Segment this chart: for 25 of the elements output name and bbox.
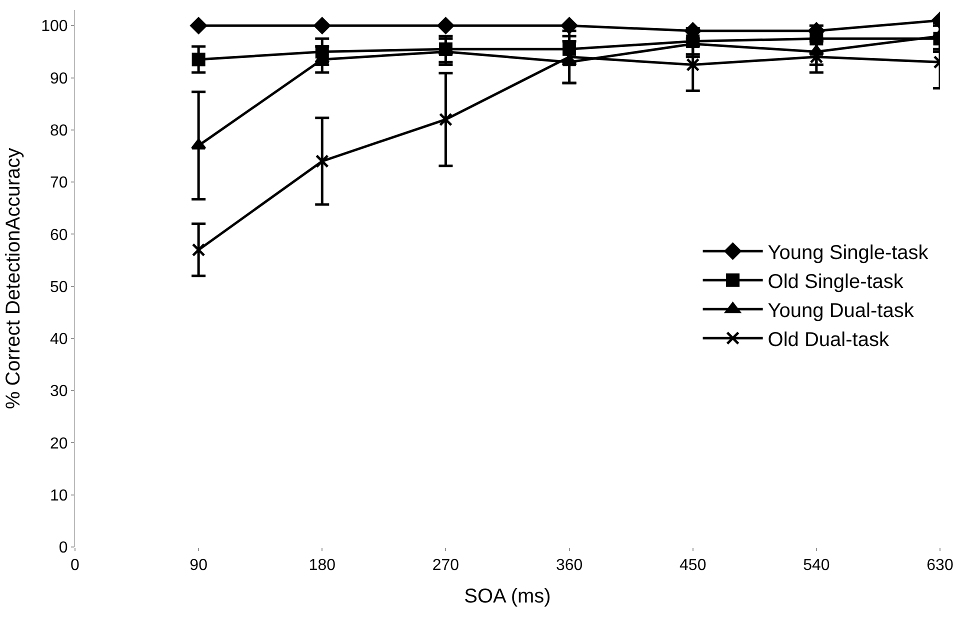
x-tick-label: 630 <box>926 557 954 574</box>
x-tick-label: 360 <box>556 557 583 574</box>
y-tick-label: 60 <box>50 226 68 244</box>
y-tick-label: 10 <box>50 487 68 504</box>
x-tick-label: 540 <box>803 557 830 574</box>
x-tick-label: 270 <box>432 557 460 574</box>
y-axis-title: % Correct DetectionAccuracy <box>2 148 25 410</box>
y-tick-label: 30 <box>50 383 68 400</box>
y-tick-label: 0 <box>58 540 68 557</box>
legend-label: Young Dual-task <box>768 300 915 322</box>
x-tick-label: 450 <box>680 557 706 574</box>
y-tick-label: 70 <box>50 174 68 192</box>
x-axis-title: SOA (ms) <box>464 586 551 608</box>
y-tick-label: 80 <box>50 122 68 140</box>
x-tick-label: 0 <box>70 557 80 574</box>
y-tick-label: 20 <box>50 435 68 452</box>
legend-label: Old Single-task <box>768 270 904 293</box>
x-tick-label: 90 <box>190 557 208 574</box>
legend-label: Young Single-task <box>768 242 930 264</box>
y-tick-label: 100 <box>41 18 68 36</box>
y-tick-label: 50 <box>50 278 68 296</box>
x-tick-label: 180 <box>308 557 336 574</box>
y-tick-label: 90 <box>50 70 68 88</box>
legend-label: Old Dual-task <box>768 328 890 351</box>
y-tick-label: 40 <box>50 331 68 348</box>
